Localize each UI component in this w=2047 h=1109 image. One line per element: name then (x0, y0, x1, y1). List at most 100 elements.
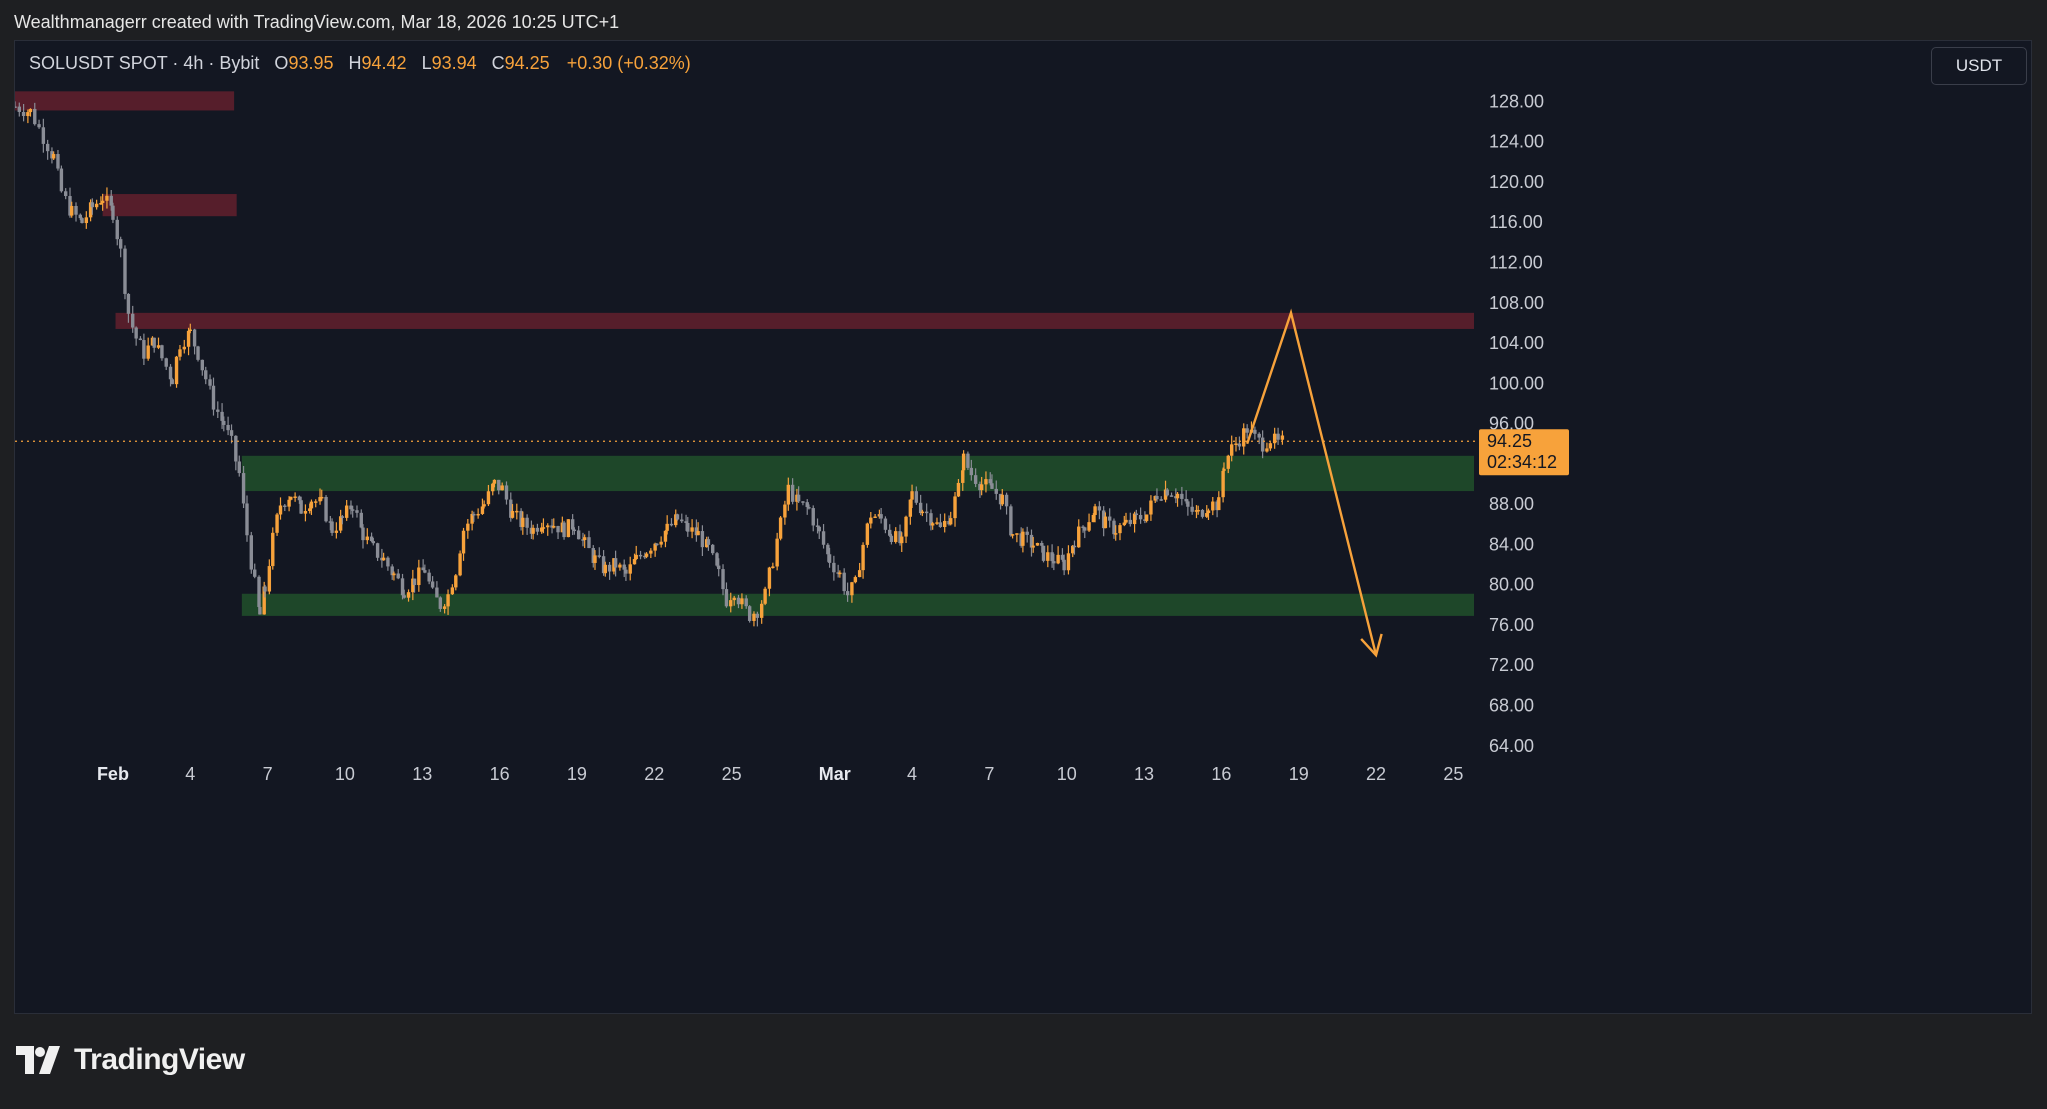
candle-body (622, 564, 626, 570)
candle-body (1165, 489, 1169, 496)
candle-body (790, 484, 795, 502)
candle-body (392, 573, 396, 576)
candle-body (612, 558, 616, 572)
candle-body (283, 505, 287, 507)
candle-body (78, 214, 83, 219)
y-axis-tick-label: 88.00 (1489, 494, 1534, 514)
candle-body (1097, 506, 1102, 511)
candle-body (249, 535, 253, 570)
candle-body (253, 569, 257, 577)
candle-body (226, 424, 230, 431)
candle-body (412, 578, 417, 586)
candle-body (1050, 552, 1054, 562)
candle-body (938, 522, 943, 528)
candle-body (510, 510, 515, 518)
price-chart[interactable]: 128.00 124.00 120.00 116.00 112.00 108.00 104.… (15, 41, 2031, 1013)
candle-body (275, 514, 279, 533)
candle-body (786, 484, 791, 505)
candle-body (50, 151, 54, 159)
candle-body (94, 203, 99, 208)
candle-body (593, 555, 597, 563)
candle-body (1186, 501, 1190, 507)
candle-body (669, 523, 674, 526)
candle-body (550, 525, 554, 528)
candle-body (715, 553, 719, 566)
candle-body (1091, 514, 1096, 523)
y-axis-tick-label: 80.00 (1489, 575, 1534, 595)
candle-body (717, 565, 721, 570)
candle-body (355, 510, 359, 513)
candle-body (1019, 533, 1023, 546)
change-value: +0.30 (+0.32%) (566, 53, 691, 73)
candle-body (186, 330, 191, 347)
candle-body (314, 501, 318, 503)
candle-body (686, 522, 690, 532)
candle-body (643, 555, 647, 558)
y-axis-tick-label: 112.00 (1489, 253, 1543, 273)
candle-body (344, 505, 349, 518)
candle-body (303, 510, 308, 514)
candle-body (41, 127, 46, 144)
candle-body (421, 567, 425, 571)
candle-body (771, 566, 775, 568)
candle-body (142, 340, 146, 359)
candle-body (123, 248, 127, 294)
candles-layer (15, 101, 1285, 627)
candle-body (1134, 513, 1139, 516)
candle-body (1163, 489, 1168, 500)
candle-body (659, 541, 663, 545)
candle-body (978, 483, 982, 491)
tradingview-logo[interactable]: TradingView (16, 1043, 245, 1077)
axis-layer: 128.00 124.00 120.00 116.00 112.00 108.00 104.… (15, 91, 1569, 784)
y-axis-tick-label: 76.00 (1489, 615, 1534, 635)
candle-body (729, 600, 733, 607)
y-axis-tick-label: 124.00 (1489, 132, 1544, 152)
candle-body (334, 530, 339, 533)
chart-area[interactable]: 128.00 124.00 120.00 116.00 112.00 108.00 104.… (14, 40, 2032, 1014)
candle-body (515, 510, 519, 513)
candle-body (649, 550, 653, 554)
x-axis-tick-label: 13 (412, 764, 432, 784)
candle-body (1112, 520, 1116, 535)
candle-body (37, 124, 41, 128)
supply-zone (15, 91, 235, 111)
candle-body (572, 529, 577, 532)
candle-body (15, 106, 17, 108)
candle-body (842, 572, 846, 592)
candle-body (979, 484, 984, 491)
candle-body (947, 520, 951, 525)
candle-body (1184, 498, 1188, 502)
candle-body (556, 525, 560, 533)
candle-body (541, 527, 546, 529)
y-axis-tick-label: 64.00 (1489, 736, 1534, 756)
candle-body (1155, 496, 1159, 500)
candle-body (1211, 501, 1215, 511)
candle-body (45, 143, 50, 152)
candle-body (888, 529, 892, 536)
candle-body (961, 470, 965, 483)
candle-body (920, 511, 925, 514)
candle-body (134, 327, 138, 339)
candle-body (1087, 522, 1091, 531)
candle-body (68, 196, 72, 216)
currency-button[interactable]: USDT (1931, 47, 2027, 85)
candle-body (1229, 444, 1234, 456)
candle-body (613, 558, 618, 568)
candle-body (930, 523, 935, 526)
candle-body (618, 564, 622, 568)
candle-body (684, 521, 688, 523)
candle-body (220, 411, 224, 421)
candle-body (21, 111, 26, 117)
y-axis-tick-label: 128.00 (1489, 91, 1544, 111)
y-axis-tick-label: 68.00 (1489, 696, 1534, 716)
candle-body (869, 517, 873, 524)
candle-body (164, 358, 168, 367)
candle-body (491, 483, 495, 492)
candle-body (263, 586, 267, 592)
candle-body (446, 594, 450, 607)
candle-body (1226, 455, 1230, 469)
candle-body (581, 539, 585, 541)
zones-layer (15, 91, 1475, 616)
x-axis-tick-label: 4 (185, 764, 195, 784)
candle-body (767, 567, 772, 589)
